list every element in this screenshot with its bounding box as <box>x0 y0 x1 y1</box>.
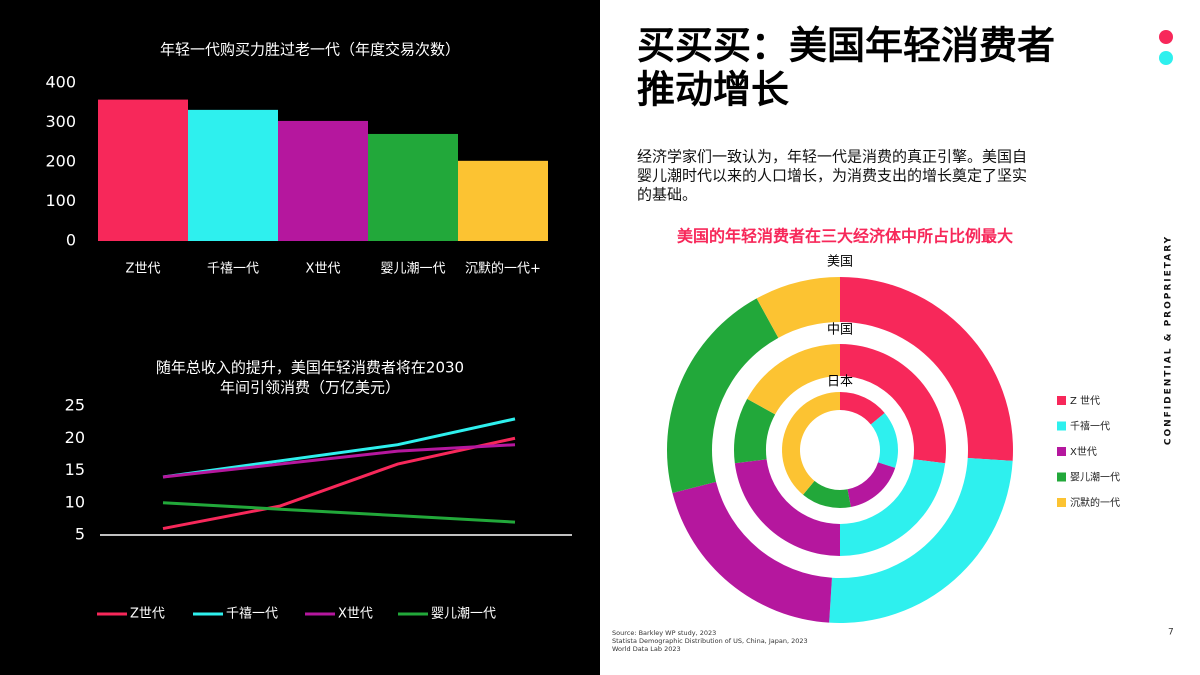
donut-segment <box>672 481 832 623</box>
line <box>162 417 516 479</box>
source: Source: Barkley WP study, 2023 <box>612 629 716 637</box>
legend-label: Z世代 <box>130 607 165 622</box>
donut-segment <box>829 458 1013 623</box>
slide-title: 买买买：美国年轻消费者 <box>637 24 1055 68</box>
donut-segment <box>756 277 840 338</box>
paragraph: 的基础。 <box>637 186 697 204</box>
y-tick-label: 200 <box>45 152 76 171</box>
legend-label: 千禧一代 <box>1070 420 1110 433</box>
line <box>162 443 516 479</box>
dark-panel <box>0 0 600 675</box>
dot <box>1159 30 1173 44</box>
bar <box>368 133 458 241</box>
donut-segment <box>870 413 898 468</box>
chart-title: 随年总收入的提升，美国年轻消费者将在2030 <box>156 359 464 377</box>
bar <box>458 160 548 241</box>
legend-swatch <box>1057 498 1066 507</box>
y-tick-label: 100 <box>45 191 76 210</box>
x-tick-label: Z世代 <box>126 262 161 277</box>
y-tick-label: 15 <box>65 460 85 479</box>
legend-label: 婴儿潮一代 <box>1070 471 1120 484</box>
donut-segment <box>840 459 946 556</box>
x-tick-label: 千禧一代 <box>207 262 259 277</box>
legend-label: X世代 <box>338 607 373 622</box>
donut-segment <box>747 344 840 415</box>
bar <box>278 120 368 241</box>
y-tick-label: 20 <box>65 428 85 447</box>
x-tick-label: 沉默的一代+ <box>465 261 541 277</box>
legend-label: 沉默的一代 <box>1070 496 1120 509</box>
x-tick-label: X世代 <box>306 262 341 277</box>
paragraph: 婴儿潮时代以来的人口增长，为消费支出的增长奠定了坚实 <box>637 167 1027 185</box>
legend-label: 千禧一代 <box>226 607 278 622</box>
chart-title: 美国的年轻消费者在三大经济体中所占比例最大 <box>677 227 1013 246</box>
line <box>162 501 516 524</box>
y-tick-label: 400 <box>45 73 76 92</box>
source: World Data Lab 2023 <box>612 645 681 653</box>
legend-swatch <box>1057 421 1066 431</box>
ring-label: 美国 <box>827 255 853 270</box>
y-tick-label: 10 <box>65 492 85 511</box>
donut-segment <box>734 398 776 464</box>
y-tick-label: 5 <box>75 525 85 544</box>
donut-segment <box>840 392 885 425</box>
page-number: 7 <box>1168 628 1174 638</box>
dot <box>1159 51 1173 65</box>
chart-title: 年轻一代购买力胜过老一代（年度交易次数） <box>160 41 460 59</box>
ring-label: 中国 <box>827 323 853 338</box>
bar <box>98 99 188 241</box>
legend-swatch <box>1057 472 1066 482</box>
paragraph: 经济学家们一致认为，年轻一代是消费的真正引擎。美国自 <box>637 148 1027 166</box>
slide-title: 推动增长 <box>637 68 789 112</box>
donut-segment <box>667 298 779 494</box>
side-note: CONFIDENTIAL & PROPRIETARY <box>1164 235 1174 445</box>
legend-swatch <box>1057 396 1066 405</box>
ring-label: 日本 <box>827 375 853 390</box>
source: Statista Demographic Distribution of US,… <box>612 637 808 645</box>
y-tick-label: 25 <box>65 396 85 415</box>
legend-label: Z 世代 <box>1070 395 1100 407</box>
donut-segment <box>847 462 896 507</box>
chart-title: 年间引领消费（万亿美元） <box>220 379 400 397</box>
legend-label: 婴儿潮一代 <box>431 607 496 622</box>
donut-segment <box>782 392 840 495</box>
x-tick-label: 婴儿潮一代 <box>380 262 445 277</box>
donut-segment <box>840 277 1013 461</box>
donut-segment <box>840 344 946 464</box>
bar <box>188 109 278 241</box>
legend-label: X世代 <box>1070 446 1097 458</box>
donut-segment <box>803 480 851 508</box>
legend-swatch <box>1057 447 1066 456</box>
donut-segment <box>734 459 840 556</box>
line <box>162 436 516 531</box>
y-tick-label: 0 <box>66 231 76 250</box>
y-tick-label: 300 <box>45 112 76 131</box>
